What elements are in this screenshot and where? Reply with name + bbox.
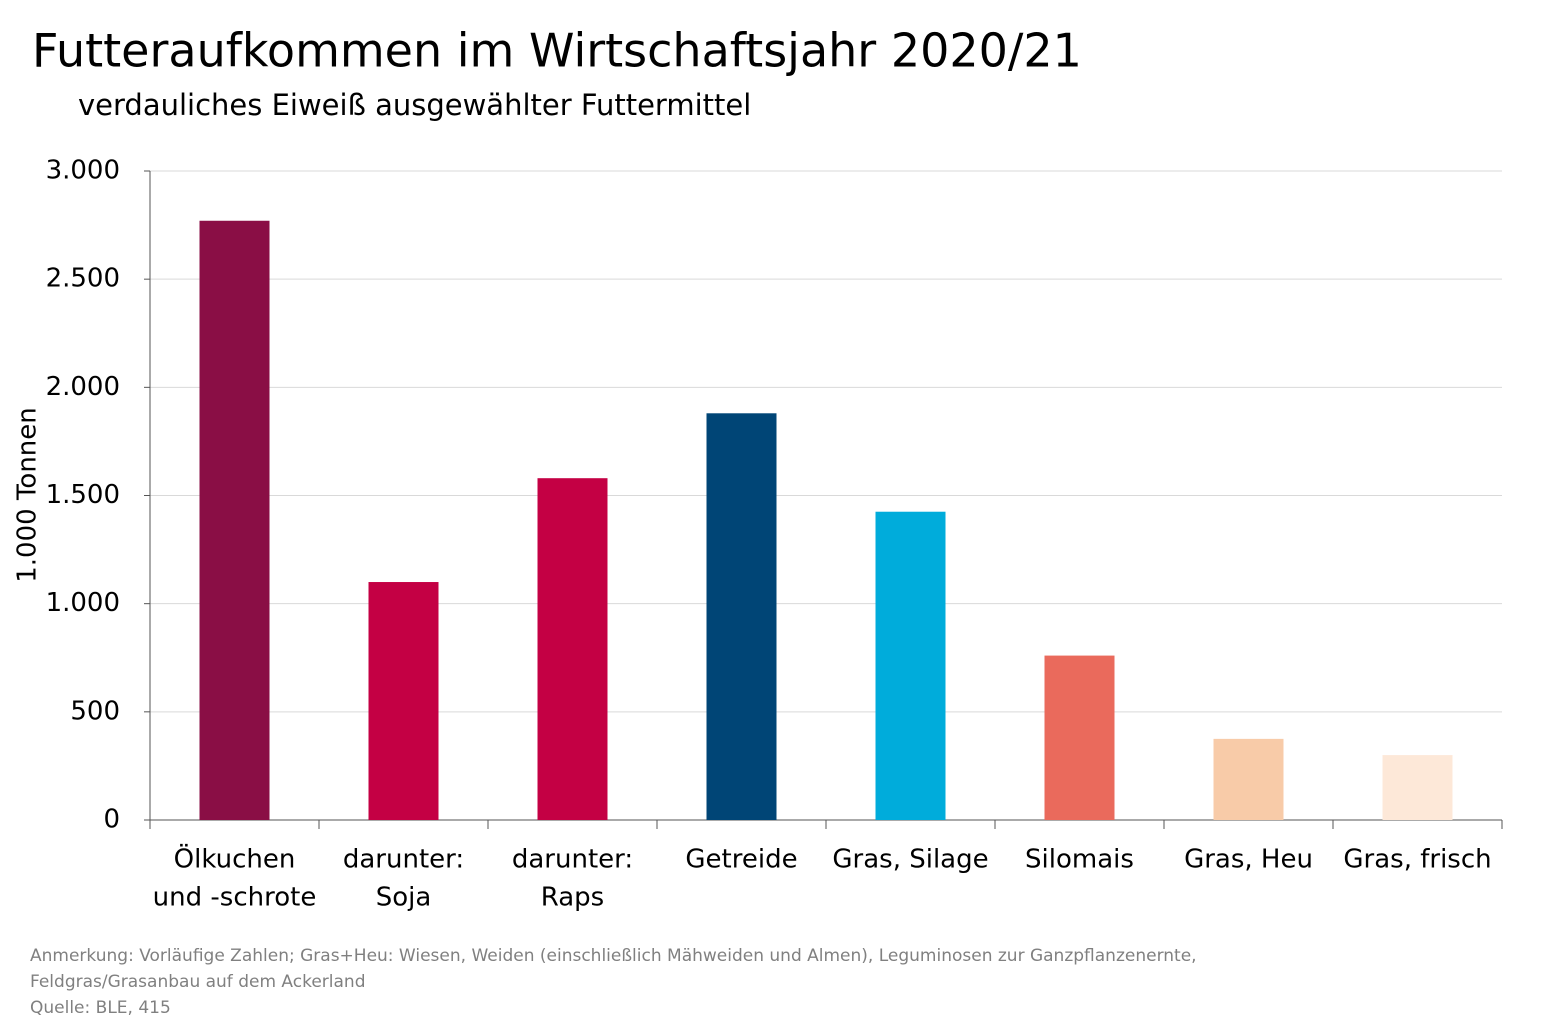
y-tick-label: 0 [103, 805, 120, 835]
x-tick-label: Raps [541, 883, 604, 913]
x-tick-label: Gras, Heu [1184, 845, 1313, 875]
x-tick-label: Silomais [1025, 845, 1134, 875]
y-tick-label: 1.000 [46, 588, 120, 618]
y-tick-label: 2.000 [46, 372, 120, 402]
note: Quelle: BLE, 415 [30, 998, 171, 1018]
bar [1044, 655, 1115, 820]
y-tick-label: 3.000 [46, 156, 120, 186]
x-tick-label: Gras, Silage [832, 845, 988, 875]
bar [875, 511, 946, 820]
note: Anmerkung: Vorläufige Zahlen; Gras+Heu: … [30, 946, 1197, 966]
bar [1382, 755, 1453, 820]
y-tick-label: 500 [70, 696, 120, 726]
y-axis-label: 1.000 Tonnen [13, 407, 43, 583]
x-tick-label: Soja [376, 883, 432, 913]
bar [537, 478, 608, 820]
bar [199, 220, 270, 821]
x-tick-label: und -schrote [153, 883, 317, 913]
note: Feldgras/Grasanbau auf dem Ackerland [30, 972, 365, 992]
y-tick-label: 1.500 [46, 480, 120, 510]
bar [706, 413, 777, 820]
bar [368, 582, 439, 820]
chart-subtitle: verdauliches Eiweiß ausgewählter Futterm… [78, 88, 751, 122]
x-tick-label: Getreide [685, 845, 797, 875]
x-tick-label: Gras, frisch [1343, 845, 1491, 875]
x-tick-label: Ölkuchen [174, 843, 296, 875]
chart-title: Futteraufkommen im Wirtschaftsjahr 2020/… [32, 24, 1082, 78]
y-tick-label: 2.500 [46, 264, 120, 294]
x-tick-label: darunter: [512, 845, 633, 875]
x-tick-label: darunter: [343, 845, 464, 875]
bar [1213, 738, 1284, 820]
